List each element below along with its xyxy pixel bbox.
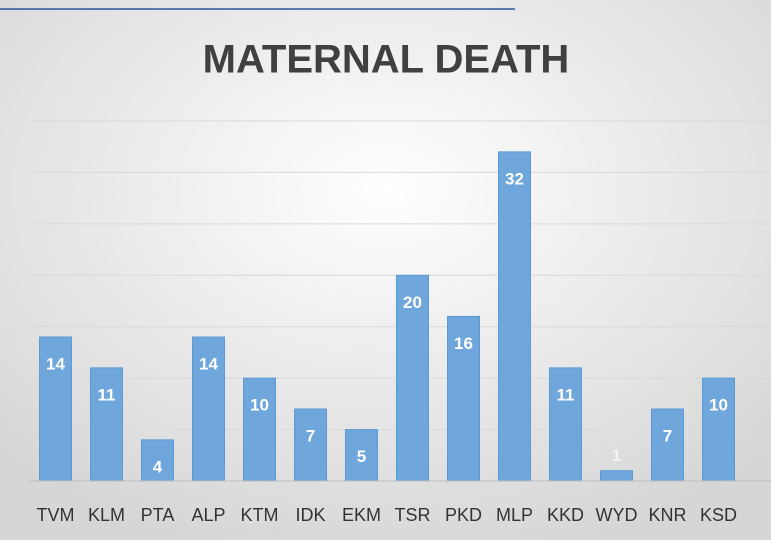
bar [192, 336, 225, 482]
x-tick-label: MLP [496, 505, 533, 525]
x-tick-label: IDK [295, 505, 325, 525]
bar [447, 315, 480, 482]
x-tick-label: KLM [88, 505, 125, 525]
x-tick-label: EKM [342, 505, 381, 525]
bar [651, 408, 684, 482]
x-tick-label: PKD [445, 505, 482, 525]
bar [90, 367, 123, 482]
x-tick-label: WYD [596, 505, 638, 525]
chart-title: MATERNAL DEATH [203, 38, 570, 82]
data-label: 10 [709, 396, 728, 415]
data-label: 14 [46, 354, 65, 373]
x-tick-label: KTM [241, 505, 279, 525]
bar [702, 377, 735, 482]
x-tick-label: PTA [141, 505, 175, 525]
bar [39, 336, 72, 482]
bar [243, 377, 276, 482]
x-tick-label: KNR [648, 505, 686, 525]
data-label: 32 [505, 169, 524, 188]
data-label: 14 [199, 354, 218, 373]
data-label: 16 [454, 334, 473, 353]
bar [498, 151, 531, 482]
data-label: 1 [612, 446, 621, 465]
x-tick-label: TVM [37, 505, 75, 525]
data-label: 5 [357, 447, 366, 466]
x-tick-label: KKD [547, 505, 584, 525]
bar [396, 274, 429, 482]
bar [549, 367, 582, 482]
x-tick-label: ALP [191, 505, 225, 525]
data-label: 11 [557, 385, 575, 404]
data-label: 7 [663, 426, 672, 445]
data-label: 4 [153, 457, 163, 476]
x-tick-label: TSR [395, 505, 431, 525]
data-label: 11 [98, 385, 116, 404]
x-tick-label: KSD [700, 505, 737, 525]
data-label: 20 [403, 293, 422, 312]
data-label: 10 [250, 396, 269, 415]
bar [600, 470, 633, 482]
data-label: 7 [306, 426, 315, 445]
